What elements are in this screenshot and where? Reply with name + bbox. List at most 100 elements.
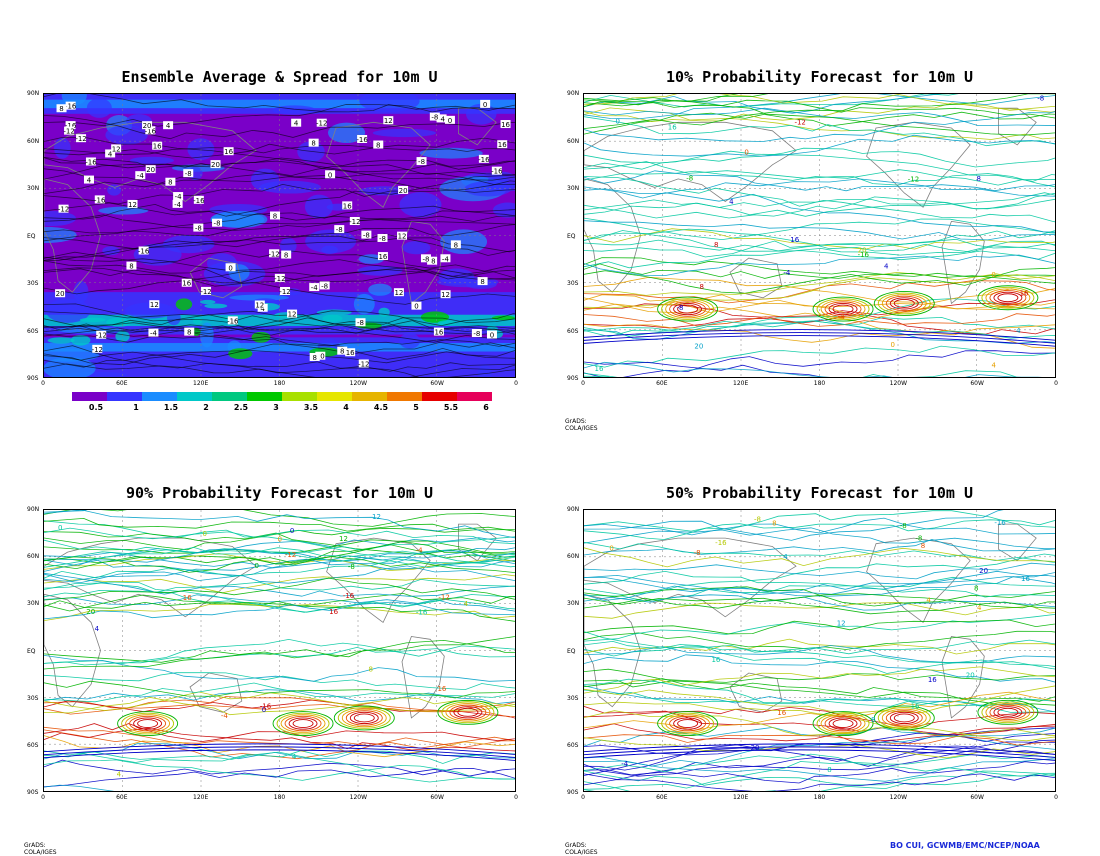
contour-label: 0 (278, 536, 282, 544)
contour-label: 4 (464, 600, 469, 608)
contour-label: 8 (976, 175, 980, 183)
colorbar-label: 4.5 (373, 403, 389, 412)
colorbar (72, 392, 492, 401)
colorbar-swatch (352, 392, 387, 401)
contour-label: -4 (172, 199, 183, 209)
contour-label: 16 (433, 327, 444, 337)
svg-text:-16: -16 (138, 247, 150, 255)
contour-label: -16 (343, 592, 355, 600)
contour-label: 20 (142, 121, 153, 130)
contour-label: 8 (373, 140, 384, 150)
lon-label: 120E (193, 380, 209, 387)
colorbar-label: 6 (483, 403, 489, 412)
contour-label: -4 (621, 760, 629, 768)
svg-text:-4: -4 (150, 330, 158, 338)
lon-label: 180 (813, 380, 826, 387)
contour-label: 4 (117, 770, 122, 778)
contour-label: -16 (85, 157, 97, 166)
svg-text:-12: -12 (358, 360, 369, 368)
contour-label: 4 (163, 121, 174, 130)
svg-text:-8: -8 (336, 226, 343, 234)
lat-label: EQ (567, 647, 576, 655)
svg-text:-12: -12 (349, 218, 360, 226)
svg-text:8: 8 (376, 142, 380, 150)
contour-label: -12 (316, 118, 327, 128)
contour-label: -12 (75, 134, 87, 143)
lon-label: 0 (581, 794, 585, 801)
svg-text:20: 20 (316, 353, 325, 361)
svg-text:-4: -4 (442, 255, 450, 263)
contour-label: 0 (262, 706, 266, 714)
map-90pct: -8 0 0 16 -4 -16 16 20 4 0 -16 -12 4 8 4 -4 16 0 -16 0 -12 12… (43, 509, 516, 792)
contour-label: 8 (309, 352, 320, 362)
panel-title: 10% Probability Forecast for 10m U (665, 68, 974, 86)
contour-label: 0 (444, 115, 455, 125)
lon-label: 120W (349, 794, 368, 801)
lon-label: 0 (1054, 794, 1058, 801)
contour-label: 8 (714, 241, 718, 249)
colorbar-swatch (247, 392, 282, 401)
contour-label: 16 (345, 348, 356, 357)
contour-label: 16 (1021, 575, 1030, 583)
svg-text:16: 16 (378, 253, 387, 261)
contour-label: 0 (991, 271, 995, 279)
contour-label: -8 (427, 256, 438, 266)
colorbar-swatch (317, 392, 352, 401)
svg-text:20: 20 (56, 290, 65, 298)
contour-label: -12 (268, 249, 280, 258)
svg-text:0: 0 (414, 303, 418, 311)
contour-label: -12 (58, 204, 69, 214)
contour-label: 4 (1016, 327, 1021, 335)
lat-label: 90S (27, 789, 39, 796)
contour-label: -8 (677, 304, 684, 312)
contour-label: 16 (183, 594, 192, 602)
lat-label: 30N (27, 185, 40, 192)
contour-label: 8 (56, 104, 67, 113)
svg-text:12: 12 (394, 289, 403, 297)
contour-label: 16 (342, 201, 353, 210)
svg-text:12: 12 (128, 201, 137, 209)
contour-label: 0 (203, 530, 207, 538)
lon-label: 180 (273, 794, 286, 801)
svg-text:-16: -16 (145, 127, 157, 135)
contour-label: 0 (744, 148, 748, 156)
svg-text:20: 20 (146, 166, 155, 174)
contour-label: 20 (966, 671, 975, 679)
lon-label: 180 (813, 794, 826, 801)
lat-label: 60N (27, 553, 40, 561)
contour-label: -4 (440, 254, 451, 263)
contour-label: 16 (911, 702, 920, 710)
lat-label: 60S (567, 741, 579, 749)
lat-label: 30N (567, 600, 580, 608)
colorbar-swatch (387, 392, 422, 401)
contour-label: -16 (416, 608, 428, 616)
contour-label: 16 (437, 685, 446, 693)
contour-label: -8 (471, 329, 482, 338)
lat-label: 60N (567, 553, 580, 561)
lat-label: EQ (27, 647, 36, 655)
contour-label: 12 (393, 288, 404, 297)
contour-label: -16 (491, 166, 503, 176)
contour-label: -8 (694, 549, 701, 557)
contour-label: 8 (974, 585, 978, 593)
lon-label: 120E (733, 380, 749, 387)
contour-label: 12 (837, 620, 846, 628)
lon-label: 60W (970, 794, 984, 801)
grads-credit: GrADS: COLA/IGES (565, 842, 598, 856)
svg-text:16: 16 (498, 141, 507, 149)
svg-text:-4: -4 (174, 201, 182, 209)
contour-label: 0 (58, 524, 62, 532)
svg-text:-8: -8 (473, 330, 480, 338)
contour-label: 8 (184, 327, 195, 337)
contour-label: 4 (729, 198, 734, 206)
lat-label: 30N (567, 185, 580, 192)
contour-label: -8 (183, 169, 194, 178)
svg-text:0: 0 (490, 332, 494, 340)
lon-label: 60W (430, 380, 444, 387)
svg-text:8: 8 (59, 105, 63, 113)
svg-text:-16: -16 (65, 122, 77, 130)
contour-label: -12 (63, 126, 75, 136)
contour-label: 20 (145, 165, 156, 174)
contour-label: -8 (212, 218, 223, 228)
contour-label: 4 (291, 118, 302, 128)
